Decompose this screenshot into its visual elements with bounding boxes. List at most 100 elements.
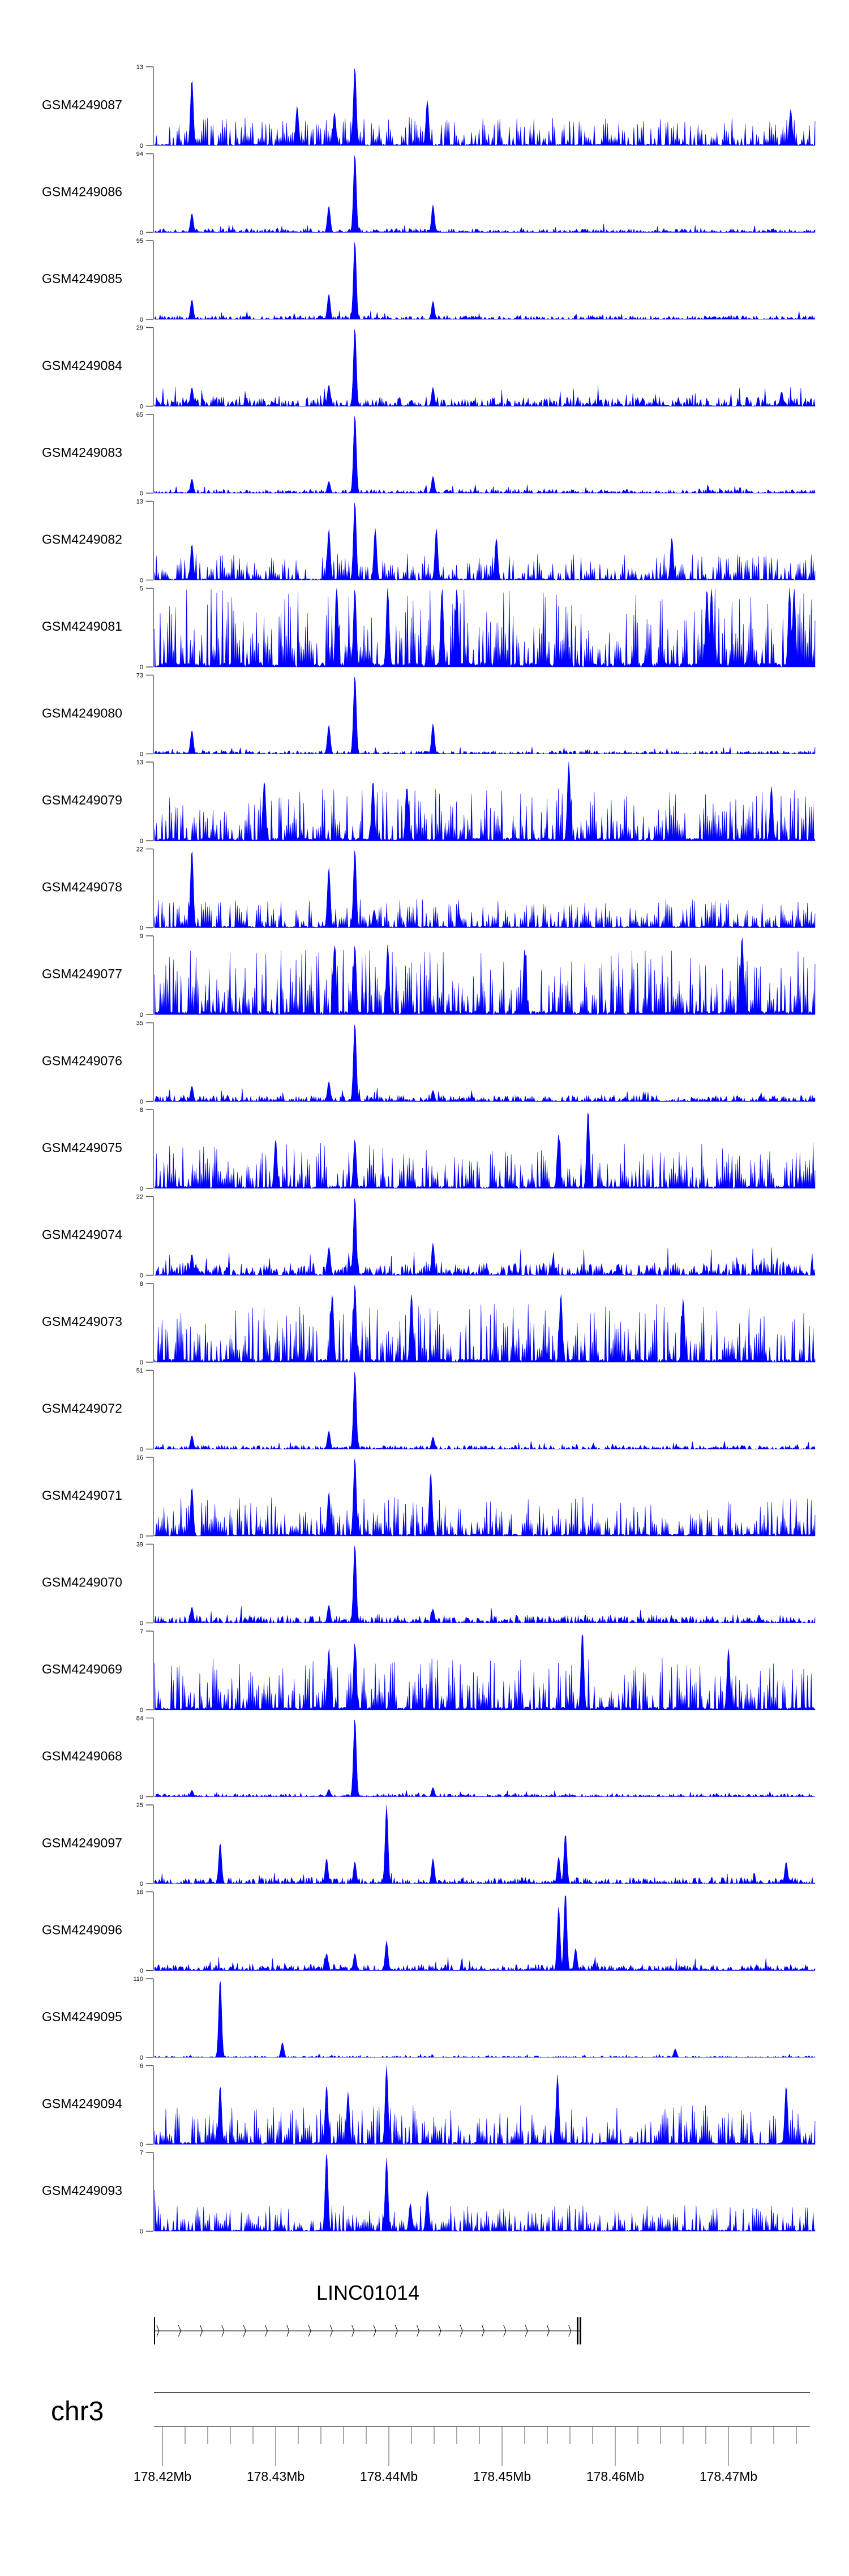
- gene-track: LINC01014: [154, 2281, 581, 2344]
- signal-area: [154, 416, 816, 494]
- y-min-label: 0: [140, 1447, 143, 1453]
- track-GSM4249076: GSM4249076 35 0: [42, 1020, 816, 1106]
- signal-area: [154, 762, 816, 841]
- y-max-label: 16: [136, 1454, 143, 1461]
- y-max-label: 39: [136, 1542, 143, 1548]
- y-min-label: 0: [140, 316, 143, 323]
- genome-axis: chr3 178.42Mb 178.43Mb 178.44Mb 178.45Mb 178…: [51, 2392, 810, 2484]
- signal-area: [154, 2154, 816, 2232]
- y-max-label: 22: [136, 1194, 143, 1201]
- track-label: GSM4249073: [42, 1314, 122, 1329]
- strand-arrow-icon: [178, 2325, 181, 2337]
- track-label: GSM4249081: [42, 619, 122, 634]
- y-max-label: 73: [136, 673, 143, 679]
- track-GSM4249097: GSM4249097 25 0: [42, 1802, 816, 1888]
- y-max-label: 13: [136, 64, 143, 71]
- y-max-label: 9: [140, 933, 143, 940]
- track-label: GSM4249078: [42, 880, 122, 895]
- signal-area: [154, 2065, 816, 2145]
- y-max-label: 94: [136, 151, 143, 158]
- y-max-label: 95: [136, 238, 143, 245]
- y-min-label: 0: [140, 1707, 143, 1714]
- track-label: GSM4249070: [42, 1575, 122, 1590]
- y-min-label: 0: [140, 1273, 143, 1280]
- signal-area: [154, 1459, 816, 1537]
- y-max-label: 7: [140, 1628, 143, 1635]
- gene-exon: [577, 2317, 578, 2344]
- signal-area: [154, 1719, 816, 1798]
- signal-tracks: GSM4249087130GSM4249086940GSM4249085950G…: [42, 64, 816, 2235]
- y-max-label: 13: [136, 759, 143, 766]
- x-tick-label: 178.42Mb: [134, 2469, 191, 2484]
- track-GSM4249069: GSM4249069 7 0: [42, 1628, 816, 1714]
- strand-arrow-icon: [221, 2325, 225, 2337]
- track-GSM4249081: GSM4249081 5 0: [42, 585, 816, 671]
- x-tick-label: 178.45Mb: [473, 2469, 531, 2484]
- track-GSM4249075: GSM4249075 8 0: [42, 1107, 816, 1192]
- signal-area: [154, 850, 816, 928]
- track-label: GSM4249085: [42, 271, 122, 286]
- y-min-label: 0: [140, 838, 143, 845]
- y-min-label: 0: [140, 751, 143, 758]
- track-GSM4249068: GSM4249068 84 0: [42, 1715, 816, 1801]
- track-label: GSM4249075: [42, 1140, 122, 1155]
- y-max-label: 84: [136, 1715, 143, 1722]
- y-max-label: 8: [140, 1107, 143, 1114]
- x-tick-label: 178.44Mb: [360, 2469, 418, 2484]
- y-min-label: 0: [140, 664, 143, 671]
- signal-area: [154, 1112, 816, 1189]
- y-min-label: 0: [140, 1359, 143, 1366]
- track-GSM4249095: GSM4249095 110 0: [42, 1976, 816, 2061]
- track-label: GSM4249072: [42, 1401, 122, 1416]
- track-label: GSM4249093: [42, 2183, 122, 2198]
- y-min-label: 0: [140, 925, 143, 932]
- track-label: GSM4249086: [42, 185, 122, 199]
- track-label: GSM4249071: [42, 1488, 122, 1503]
- y-max-label: 110: [133, 1976, 143, 1983]
- track-label: GSM4249084: [42, 358, 122, 373]
- strand-arrow-icon: [395, 2325, 398, 2337]
- signal-area: [154, 1546, 816, 1624]
- track-label: GSM4249069: [42, 1662, 122, 1676]
- track-label: GSM4249096: [42, 1923, 122, 1937]
- y-max-label: 8: [140, 1281, 143, 1287]
- y-max-label: 16: [136, 1889, 143, 1896]
- y-min-label: 0: [140, 230, 143, 237]
- y-min-label: 0: [140, 1968, 143, 1975]
- signal-area: [154, 677, 816, 755]
- signal-area: [154, 69, 816, 146]
- y-min-label: 0: [140, 1620, 143, 1627]
- y-max-label: 29: [136, 325, 143, 332]
- strand-arrow-icon: [568, 2325, 572, 2337]
- track-GSM4249072: GSM4249072 51 0: [42, 1368, 816, 1453]
- signal-area: [154, 155, 816, 233]
- y-min-label: 0: [140, 1012, 143, 1019]
- track-GSM4249080: GSM4249080 73 0: [42, 673, 816, 758]
- signal-area: [154, 1024, 816, 1102]
- y-max-label: 35: [136, 1020, 143, 1027]
- signal-area: [154, 1634, 816, 1710]
- track-GSM4249093: GSM4249093 7 0: [42, 2150, 816, 2235]
- y-min-label: 0: [140, 490, 143, 497]
- track-GSM4249086: GSM4249086 94 0: [42, 151, 816, 237]
- signal-area: [154, 588, 816, 667]
- strand-arrow-icon: [482, 2325, 485, 2337]
- y-min-label: 0: [140, 2228, 143, 2235]
- track-GSM4249078: GSM4249078 22 0: [42, 846, 816, 932]
- strand-arrow-icon: [265, 2325, 268, 2337]
- y-max-label: 22: [136, 846, 143, 853]
- signal-area: [154, 1895, 816, 1971]
- track-label: GSM4249074: [42, 1227, 122, 1242]
- track-GSM4249070: GSM4249070 39 0: [42, 1542, 816, 1627]
- chromosome-label: chr3: [51, 2397, 104, 2427]
- track-GSM4249079: GSM4249079 13 0: [42, 759, 816, 845]
- signal-area: [154, 1285, 816, 1363]
- gene-end-exon: [580, 2317, 581, 2344]
- signal-area: [154, 1805, 816, 1884]
- track-label: GSM4249094: [42, 2096, 122, 2111]
- track-GSM4249085: GSM4249085 95 0: [42, 238, 816, 323]
- track-GSM4249074: GSM4249074 22 0: [42, 1194, 816, 1280]
- strand-arrow-icon: [200, 2325, 203, 2337]
- y-min-label: 0: [140, 1881, 143, 1888]
